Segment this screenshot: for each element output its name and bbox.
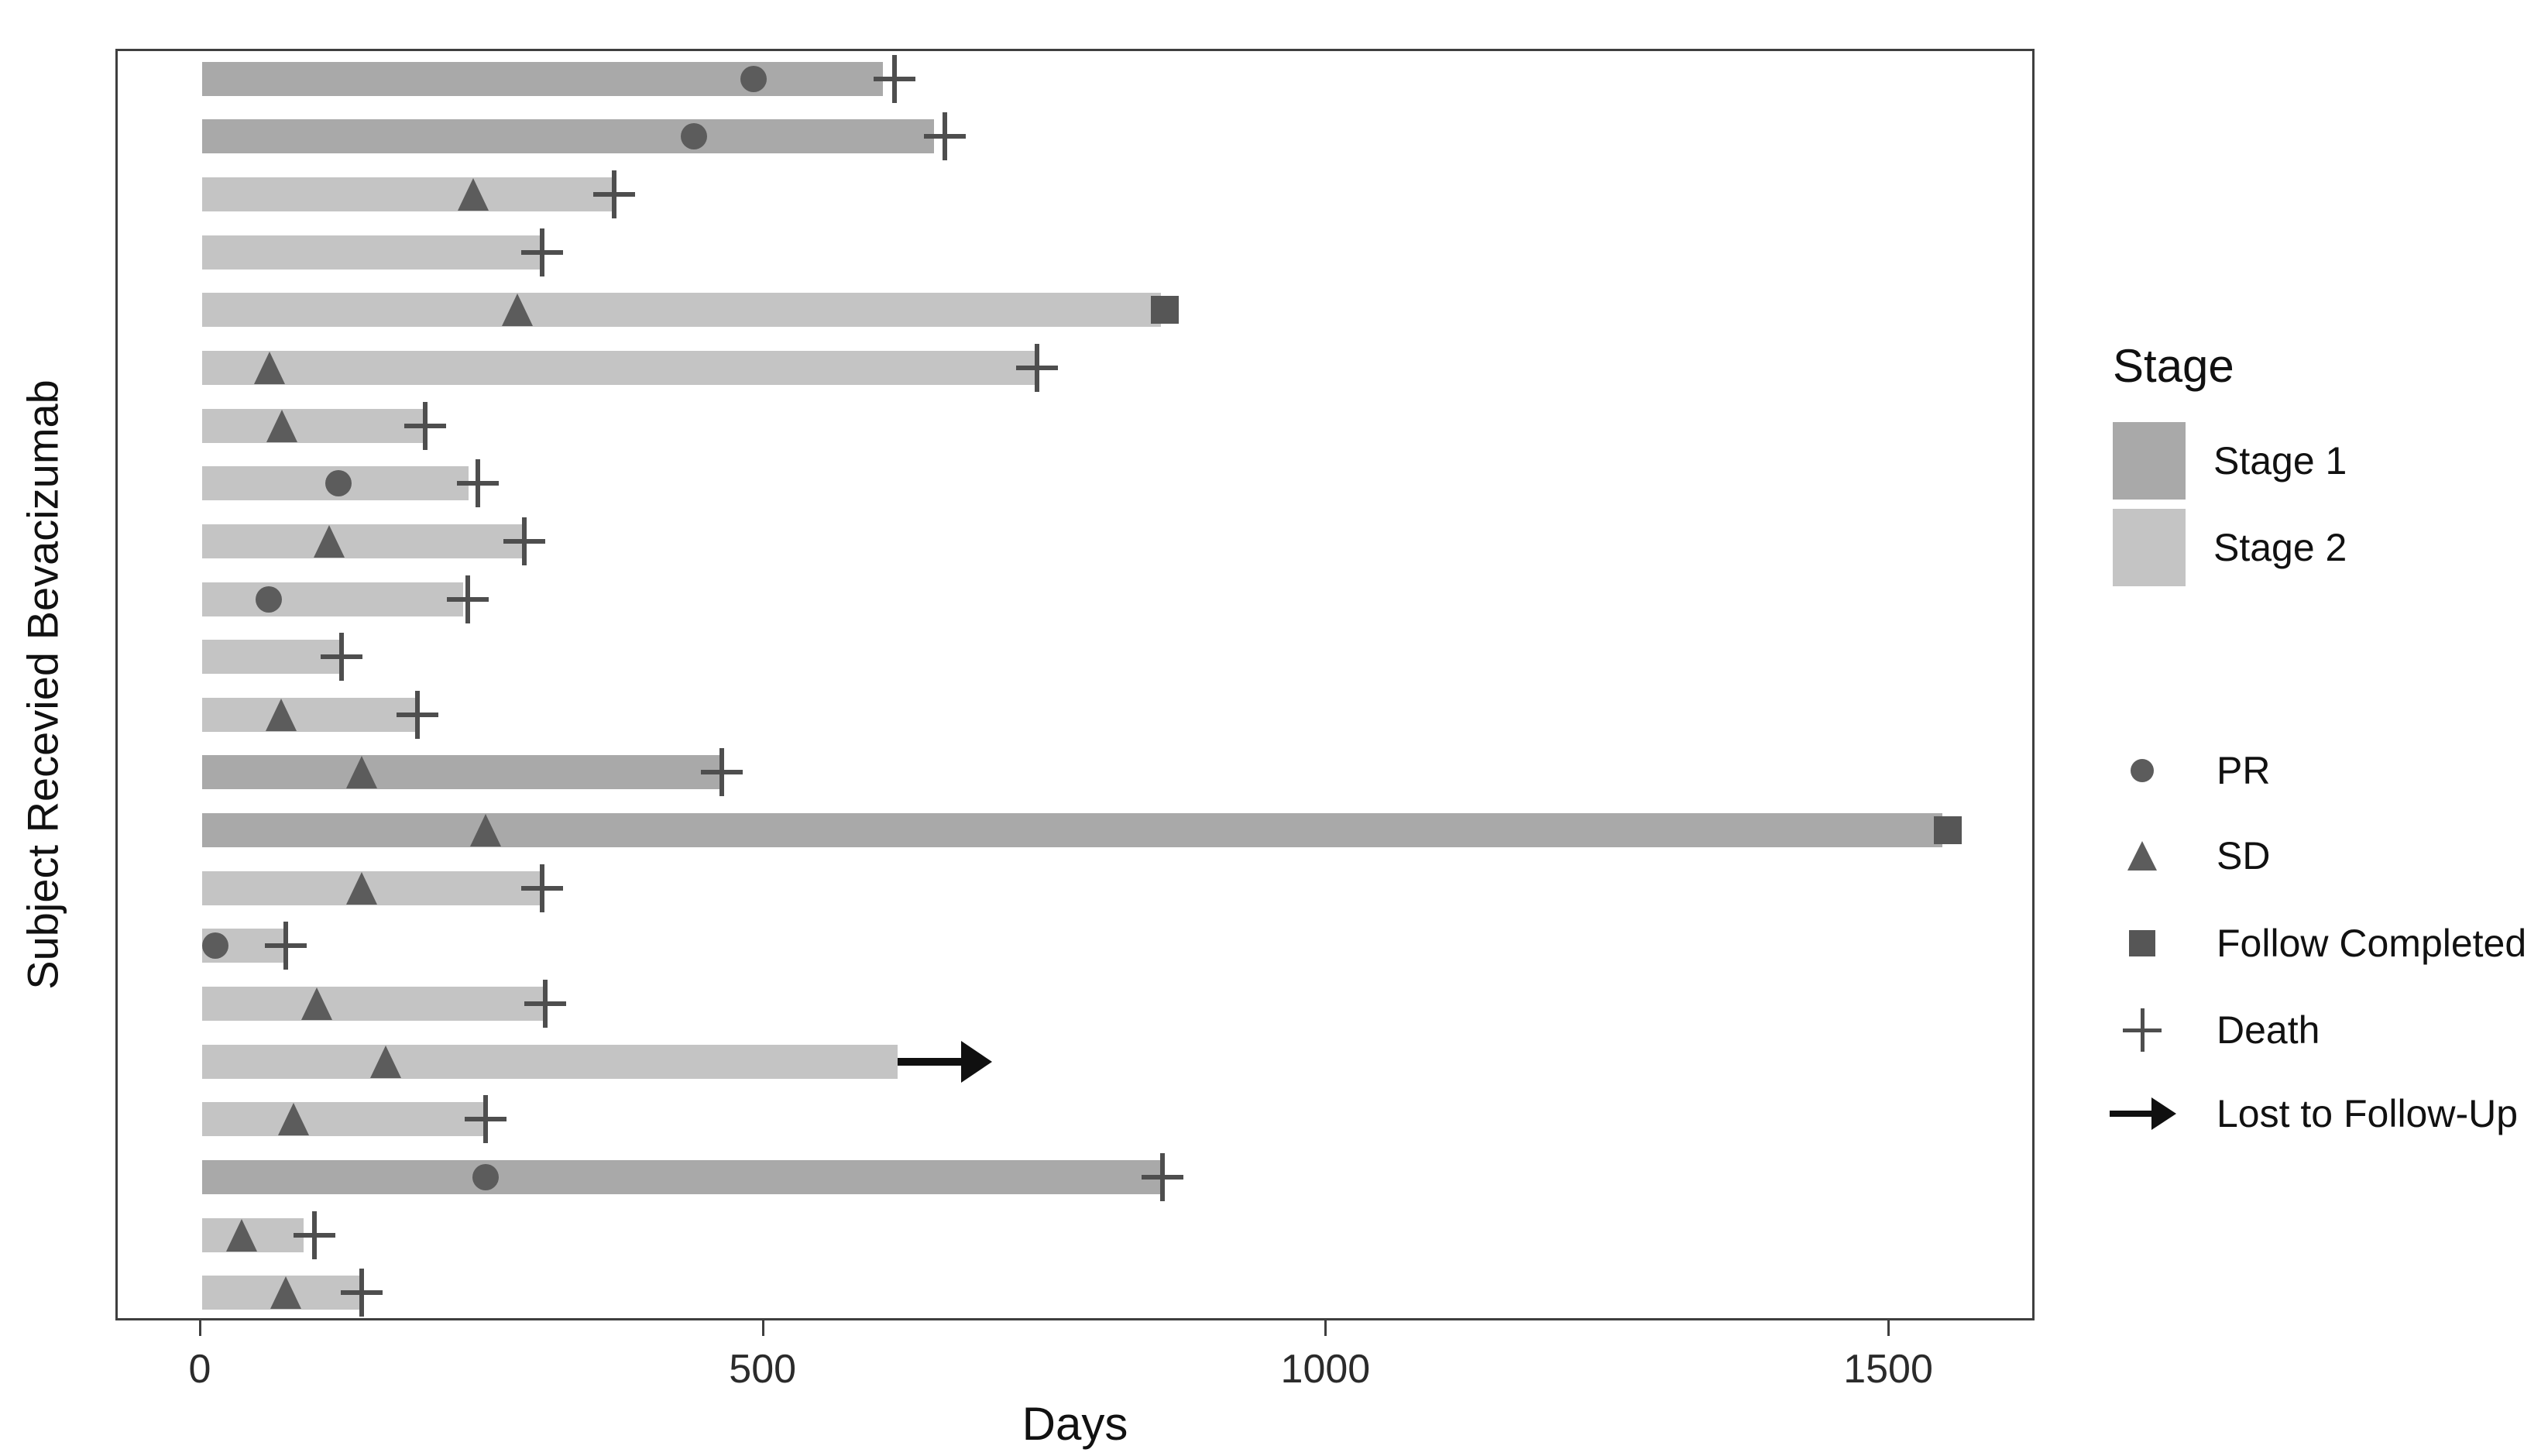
subject-bar	[202, 524, 524, 558]
subject-bar	[202, 1159, 1162, 1194]
x-axis-title: Days	[1022, 1398, 1128, 1450]
death-marker	[520, 249, 563, 255]
y-axis-title: Subject Recevied Bevacizumab	[18, 379, 67, 990]
subject-bar	[202, 640, 342, 675]
subject-bar	[202, 235, 542, 270]
death-marker	[465, 1117, 507, 1122]
sd-marker	[265, 698, 297, 731]
lost-to-followup-legend-icon	[2110, 1111, 2153, 1117]
subject-bar	[202, 582, 464, 616]
lost-to-followup-legend-icon	[2151, 1097, 2176, 1130]
pr-marker	[325, 470, 352, 497]
stage-legend-title: Stage	[2113, 340, 2234, 392]
death-legend-icon	[2123, 1028, 2162, 1032]
death-marker	[873, 76, 915, 81]
death-marker	[924, 134, 967, 139]
sd-legend-icon	[2127, 841, 2157, 871]
death-marker	[503, 538, 545, 544]
death-marker	[403, 423, 446, 428]
subject-bar	[202, 813, 1942, 848]
stage-legend-swatch	[2113, 509, 2186, 586]
death-marker	[264, 943, 307, 949]
sd-marker	[301, 987, 333, 1020]
pr-marker	[681, 123, 708, 150]
subject-bar	[202, 1102, 486, 1137]
pr-legend-icon	[2131, 759, 2154, 782]
lost-to-followup-arrow-head	[961, 1040, 993, 1083]
death-marker	[520, 885, 563, 891]
subject-bar	[202, 351, 1035, 385]
death-marker	[701, 770, 743, 775]
subject-bar	[202, 61, 884, 96]
subject-bar	[202, 177, 614, 212]
marker-legend-label: Follow Completed	[2217, 922, 2527, 965]
death-marker	[396, 712, 438, 717]
marker-legend-label: Lost to Follow-Up	[2217, 1092, 2519, 1135]
death-marker	[1016, 366, 1059, 370]
death-marker	[1141, 1174, 1183, 1180]
follow-completed-marker	[1934, 816, 1963, 845]
sd-marker	[501, 294, 533, 327]
subject-bar	[202, 1044, 898, 1079]
stage-legend-label: Stage 2	[2213, 526, 2347, 569]
follow-completed-marker	[1150, 296, 1179, 325]
pr-marker	[255, 585, 282, 613]
stage-legend-label: Stage 1	[2213, 439, 2347, 482]
follow-completed-legend-icon	[2129, 930, 2155, 956]
sd-marker	[346, 871, 378, 905]
x-axis-tick	[1324, 1320, 1327, 1336]
death-marker	[457, 481, 500, 486]
subject-bar	[202, 697, 417, 732]
subject-bar	[202, 755, 723, 790]
x-axis-tick-label: 1000	[1280, 1347, 1371, 1392]
sd-marker	[458, 178, 489, 211]
x-axis-tick	[199, 1320, 201, 1336]
death-marker	[341, 1290, 383, 1296]
x-axis-tick-label: 0	[188, 1347, 211, 1392]
marker-legend-label: PR	[2217, 749, 2271, 792]
sd-marker	[266, 409, 298, 442]
subject-bar	[202, 119, 934, 154]
sd-marker	[254, 352, 286, 384]
sd-marker	[225, 1218, 257, 1252]
death-marker	[321, 654, 363, 660]
x-axis-tick	[1887, 1320, 1890, 1336]
x-axis-tick-label: 1500	[1843, 1347, 1933, 1392]
marker-legend-label: SD	[2217, 834, 2271, 877]
subject-bar	[202, 408, 424, 443]
death-marker	[294, 1232, 336, 1238]
sd-marker	[314, 524, 345, 558]
sd-marker	[470, 814, 502, 847]
sd-marker	[346, 756, 378, 789]
death-marker	[446, 596, 489, 602]
lost-to-followup-arrow	[898, 1057, 965, 1066]
sd-marker	[277, 1103, 309, 1136]
subject-bar	[202, 293, 1162, 328]
stage-legend-swatch	[2113, 422, 2186, 500]
pr-marker	[202, 932, 229, 960]
plot-panel	[115, 49, 2035, 1320]
pr-marker	[472, 1163, 500, 1190]
death-marker	[592, 192, 635, 197]
sd-marker	[369, 1045, 401, 1078]
sd-marker	[270, 1276, 301, 1310]
subject-bar	[202, 987, 546, 1021]
marker-legend-label: Death	[2217, 1008, 2320, 1052]
death-marker	[524, 1001, 567, 1006]
x-axis-tick	[761, 1320, 764, 1336]
pr-marker	[740, 65, 767, 92]
x-axis-tick-label: 500	[729, 1347, 797, 1392]
